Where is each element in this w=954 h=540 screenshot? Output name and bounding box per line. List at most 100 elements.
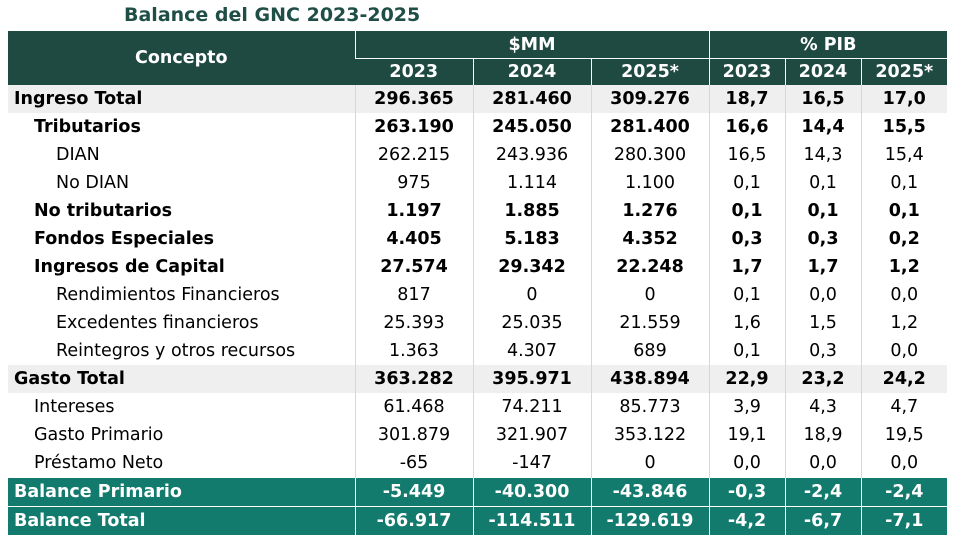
cell-value: 1.885 xyxy=(472,197,591,225)
cell-value: 262.215 xyxy=(354,141,473,169)
cell-value: 363.282 xyxy=(354,365,473,393)
row-label: No DIAN xyxy=(56,173,130,193)
row-label: Gasto Total xyxy=(8,365,355,393)
cell-value: 1,2 xyxy=(860,309,948,337)
cell-value: -0,3 xyxy=(708,477,786,507)
cell-value: 18,7 xyxy=(708,85,786,113)
table-row: Gasto Total 363.282 395.971 438.894 22,9… xyxy=(8,365,948,393)
cell-value: 0,1 xyxy=(784,169,862,197)
cell-value: -7,1 xyxy=(860,506,948,535)
cell-value: 0,1 xyxy=(708,169,786,197)
table-row: Ingresos de Capital 27.574 29.342 22.248… xyxy=(8,253,948,281)
row-label: Préstamo Neto xyxy=(34,453,164,473)
cell-value: 21.559 xyxy=(590,309,710,337)
table-row: Reintegros y otros recursos 1.363 4.307 … xyxy=(8,337,948,365)
cell-value: 3,9 xyxy=(708,393,786,421)
row-label: Balance Primario xyxy=(8,477,355,507)
cell-value: 0 xyxy=(590,281,710,309)
cell-value: 1.197 xyxy=(354,197,473,225)
cell-value: -4,2 xyxy=(708,506,786,535)
row-label: DIAN xyxy=(56,145,100,165)
table-row: Préstamo Neto -65 -147 0 0,0 0,0 0,0 xyxy=(8,449,948,478)
cell-value: 85.773 xyxy=(590,393,710,421)
cell-value: -65 xyxy=(354,449,473,478)
cell-value: 395.971 xyxy=(472,365,591,393)
cell-value: 4,7 xyxy=(860,393,948,421)
cell-value: 281.460 xyxy=(472,85,591,113)
table-row: Fondos Especiales 4.405 5.183 4.352 0,3 … xyxy=(8,225,948,253)
cell-value: 309.276 xyxy=(590,85,710,113)
cell-value: -129.619 xyxy=(590,506,710,535)
cell-value: 17,0 xyxy=(860,85,948,113)
cell-value: 0,1 xyxy=(708,197,786,225)
cell-value: 19,1 xyxy=(708,421,786,449)
row-label: Gasto Primario xyxy=(34,425,164,445)
header-concepto: Concepto xyxy=(8,31,355,85)
cell-value: 353.122 xyxy=(590,421,710,449)
cell-value: 0 xyxy=(472,281,591,309)
cell-value: 0,1 xyxy=(708,337,786,365)
table-title: Balance del GNC 2023-2025 xyxy=(124,4,421,26)
table-row: Ingreso Total 296.365 281.460 309.276 18… xyxy=(8,85,948,113)
cell-value: 27.574 xyxy=(354,253,473,281)
table-row: Intereses 61.468 74.211 85.773 3,9 4,3 4… xyxy=(8,393,948,421)
cell-value: 0,0 xyxy=(784,449,862,478)
cell-value: 16,5 xyxy=(708,141,786,169)
table-row: Excedentes financieros 25.393 25.035 21.… xyxy=(8,309,948,337)
cell-value: -114.511 xyxy=(472,506,591,535)
table-row: DIAN 262.215 243.936 280.300 16,5 14,3 1… xyxy=(8,141,948,169)
cell-value: -66.917 xyxy=(354,506,473,535)
cell-value: 0,1 xyxy=(860,197,948,225)
cell-value: 0,0 xyxy=(708,449,786,478)
cell-value: 16,5 xyxy=(784,85,862,113)
cell-value: 1,5 xyxy=(784,309,862,337)
row-label: Fondos Especiales xyxy=(34,229,215,249)
cell-value: 0,3 xyxy=(708,225,786,253)
header-year: 2023 xyxy=(355,58,473,85)
cell-value: 0,0 xyxy=(784,281,862,309)
cell-value: 281.400 xyxy=(590,113,710,141)
table-row: Gasto Primario 301.879 321.907 353.122 1… xyxy=(8,421,948,449)
cell-value: 0,1 xyxy=(708,281,786,309)
cell-value: 14,3 xyxy=(784,141,862,169)
cell-value: 29.342 xyxy=(472,253,591,281)
cell-value: 4,3 xyxy=(784,393,862,421)
cell-value: 0,1 xyxy=(784,197,862,225)
cell-value: 296.365 xyxy=(354,85,473,113)
cell-value: -147 xyxy=(472,449,591,478)
cell-value: 245.050 xyxy=(472,113,591,141)
cell-value: 0,2 xyxy=(860,225,948,253)
row-label: No tributarios xyxy=(34,201,172,221)
row-label: Reintegros y otros recursos xyxy=(56,341,296,361)
cell-value: 321.907 xyxy=(472,421,591,449)
cell-value: 817 xyxy=(354,281,473,309)
cell-value: 4.352 xyxy=(590,225,710,253)
cell-value: 1.100 xyxy=(590,169,710,197)
cell-value: 25.393 xyxy=(354,309,473,337)
cell-value: -6,7 xyxy=(784,506,862,535)
cell-value: 1.276 xyxy=(590,197,710,225)
cell-value: -40.300 xyxy=(472,477,591,507)
cell-value: 1,7 xyxy=(784,253,862,281)
cell-value: 22,9 xyxy=(708,365,786,393)
header-group-mm: $MM xyxy=(354,31,710,59)
cell-value: 4.307 xyxy=(472,337,591,365)
cell-value: 0,3 xyxy=(784,337,862,365)
table-row: Balance Total -66.917 -114.511 -129.619 … xyxy=(8,506,948,535)
cell-value: 0 xyxy=(590,449,710,478)
cell-value: 5.183 xyxy=(472,225,591,253)
table-row: No DIAN 975 1.114 1.100 0,1 0,1 0,1 xyxy=(8,169,948,197)
row-label: Intereses xyxy=(34,397,115,417)
cell-value: 16,6 xyxy=(708,113,786,141)
cell-value: 23,2 xyxy=(784,365,862,393)
cell-value: -43.846 xyxy=(590,477,710,507)
balance-table: Concepto $MM % PIB 2023 2024 2025* 2023 … xyxy=(8,31,948,535)
cell-value: 61.468 xyxy=(354,393,473,421)
table-row: No tributarios 1.197 1.885 1.276 0,1 0,1… xyxy=(8,197,948,225)
cell-value: 263.190 xyxy=(354,113,473,141)
cell-value: 280.300 xyxy=(590,141,710,169)
row-label: Ingresos de Capital xyxy=(34,257,225,277)
row-label: Rendimientos Financieros xyxy=(56,285,280,305)
cell-value: 15,4 xyxy=(860,141,948,169)
row-label: Excedentes financieros xyxy=(56,313,259,333)
